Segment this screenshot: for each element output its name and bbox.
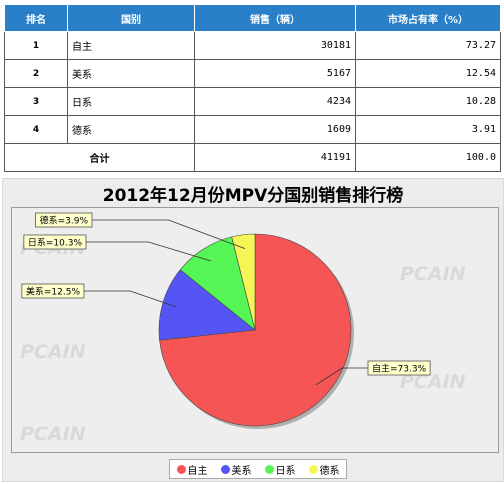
share-cell: 3.91 [355,115,501,144]
pie-label-text: 德系=3.9% [40,215,89,227]
pie-label-box [367,360,431,376]
country-cell: 自主 [67,31,195,60]
country-cell: 日系 [67,87,195,116]
pie-label-text: 自主=73.3% [372,363,427,375]
legend-swatch [264,464,274,474]
rank-cell: 2 [4,59,68,88]
pie-chart-panel: 2012年12月份MPV分国别销售排行榜 PCAIN PCAIN PCAIN P… [2,178,504,482]
legend-item: 日系 [264,462,296,477]
watermark-text: PCAIN [400,371,466,393]
watermark-layer: PCAIN PCAIN PCAIN PCAIN PCAIN [20,237,466,445]
rank-cell: 3 [4,87,68,116]
pie-label-leader [315,367,368,386]
pie-chart: PCAIN PCAIN PCAIN PCAIN PCAIN 自主=73.3% 美系… [20,212,466,445]
sales-cell: 1609 [194,115,356,144]
total-share: 100.0 [355,143,501,172]
legend-swatch [220,464,230,474]
legend-swatch [176,464,186,474]
table-row: 3 日系 4234 10.28 [4,87,501,116]
legend-swatch [308,464,318,474]
country-cell: 美系 [67,59,195,88]
pie-label-box [21,283,85,299]
sales-cell: 30181 [194,31,356,60]
table-row: 2 美系 5167 12.54 [4,59,501,88]
legend-item: 美系 [220,462,252,477]
header-share: 市场占有率（%） [355,4,501,32]
legend-label: 日系 [275,465,296,477]
pie-label-leader [84,290,177,308]
legend-item: 德系 [308,462,340,477]
pie-label-leader [92,219,246,249]
rank-cell: 1 [4,31,68,60]
legend-label: 美系 [231,465,252,477]
pie-slice-4 [231,233,256,331]
table-header-row: 排名 国别 销售（辆） 市场占有率（%） [4,4,501,32]
table-total-row: 合计 41191 100.0 [4,143,501,172]
sales-table: 排名 国别 销售（辆） 市场占有率（%） 1 自主 30181 73.27 2 … [4,4,501,172]
watermark-text: PCAIN [20,423,86,445]
chart-legend: 自主 美系 日系 德系 [169,459,347,479]
pie-label-box [35,212,93,228]
pie-labels: 自主=73.3% 美系=12.5% 日系=10.3% 德系=3.9% [21,212,431,386]
watermark-text: PCAIN [400,263,466,285]
header-sales: 销售（辆） [194,4,356,32]
chart-title: 2012年12月份MPV分国别销售排行榜 [102,186,404,206]
table-row: 4 德系 1609 3.91 [4,115,501,144]
watermark-text: PCAIN [20,341,86,363]
header-rank: 排名 [4,4,68,32]
pie-label-box [23,234,87,250]
pie-label-leader [86,241,211,262]
share-cell: 73.27 [355,31,501,60]
legend-label: 德系 [319,465,340,477]
legend-label: 自主 [187,465,208,477]
pie-slice-2 [158,269,256,341]
share-cell: 12.54 [355,59,501,88]
table-row: 1 自主 30181 73.27 [4,31,501,60]
country-cell: 德系 [67,115,195,144]
share-cell: 10.28 [355,87,501,116]
sales-cell: 4234 [194,87,356,116]
total-sales: 41191 [194,143,356,172]
sales-cell: 5167 [194,59,356,88]
header-country: 国别 [67,4,195,32]
total-label: 合计 [4,143,195,172]
legend-item: 自主 [176,462,208,477]
rank-cell: 4 [4,115,68,144]
plot-area: PCAIN PCAIN PCAIN PCAIN PCAIN 自主=73.3% 美系… [11,207,499,453]
pie-label-text: 美系=12.5% [26,286,81,298]
pie-label-text: 日系=10.3% [28,238,83,249]
pie-slices [158,233,354,429]
